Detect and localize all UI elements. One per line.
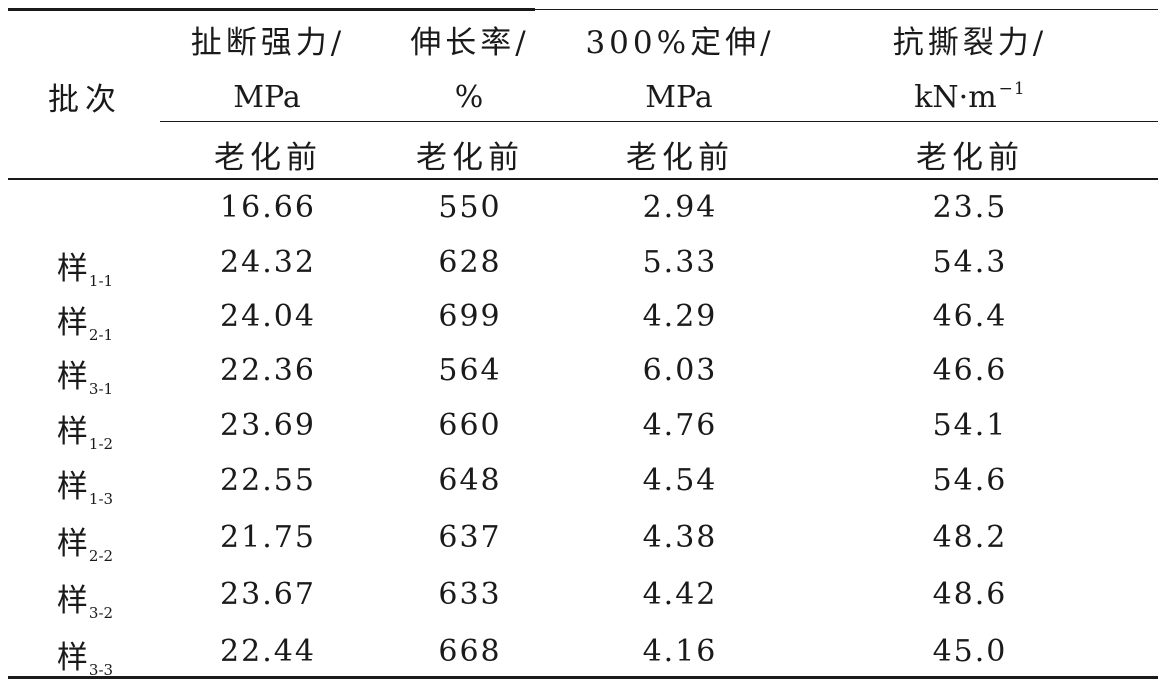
table-cell: 54.3	[932, 245, 1008, 280]
col-unit-tensile: MPa	[233, 80, 301, 115]
table-cell: 550	[438, 190, 502, 225]
table-cell: 23.69	[220, 408, 316, 443]
table-cell: 4.29	[642, 299, 718, 334]
table-cell: 46.4	[932, 299, 1008, 334]
table-cell: 48.6	[932, 577, 1008, 612]
batch-label: 样2-2	[56, 526, 114, 565]
batch-label: 样3-3	[56, 640, 114, 679]
table-cell: 45.0	[932, 634, 1008, 669]
table-cell: 4.54	[642, 463, 718, 498]
batch-header: 批次	[48, 82, 122, 118]
table-cell: 5.33	[642, 245, 718, 280]
header-sub-rule	[160, 121, 1158, 122]
col-unit-elongation: %	[454, 80, 484, 115]
table-cell: 628	[438, 245, 502, 280]
table-cell: 2.94	[642, 190, 718, 225]
table-cell: 4.76	[642, 408, 718, 443]
batch-label: 样1-1	[56, 251, 114, 290]
table-cell: 54.1	[932, 408, 1008, 443]
batch-label: 样2-1	[56, 305, 114, 344]
top-rule-thin	[535, 9, 1158, 10]
batch-label: 样3-1	[56, 359, 114, 398]
table-cell: 633	[438, 577, 502, 612]
bottom-rule	[8, 676, 1158, 679]
table-cell: 24.04	[220, 299, 316, 334]
col-header-tear: 抗撕裂力/	[892, 25, 1048, 61]
table-cell: 4.16	[642, 634, 718, 669]
table-cell: 48.2	[932, 520, 1008, 555]
batch-label: 样1-3	[56, 469, 114, 508]
batch-label: 样3-2	[56, 583, 114, 622]
table-cell: 648	[438, 463, 502, 498]
table-cell: 564	[438, 353, 502, 388]
table-cell: 699	[438, 299, 502, 334]
table-cell: 24.32	[220, 245, 316, 280]
table-cell: 16.66	[220, 190, 316, 225]
table-cell: 4.42	[642, 577, 718, 612]
table-cell: 23.5	[932, 190, 1008, 225]
batch-label: 样1-2	[56, 414, 114, 453]
col-header-elongation: 伸长率/	[410, 25, 530, 61]
table-cell: 6.03	[642, 353, 718, 388]
col-unit-modulus: MPa	[645, 80, 713, 115]
header-bottom-rule	[8, 178, 1158, 180]
table-cell: 668	[438, 634, 502, 669]
table-cell: 21.75	[220, 520, 316, 555]
col-sub-elongation: 老化前	[416, 140, 524, 176]
col-sub-modulus: 老化前	[626, 140, 734, 176]
table-cell: 22.55	[220, 463, 316, 498]
col-unit-tear: kN·m −1	[914, 79, 1026, 115]
table-cell: 22.36	[220, 353, 316, 388]
col-header-tensile: 扯断强力/	[190, 25, 346, 61]
table-cell: 637	[438, 520, 502, 555]
col-sub-tensile: 老化前	[214, 140, 322, 176]
table-cell: 660	[438, 408, 502, 443]
table-cell: 54.6	[932, 463, 1008, 498]
batch-label	[30, 188, 140, 227]
table-cell: 4.38	[642, 520, 718, 555]
table-cell: 46.6	[932, 353, 1008, 388]
top-rule-thick	[8, 8, 535, 11]
col-sub-tear: 老化前	[916, 140, 1024, 176]
table-cell: 23.67	[220, 577, 316, 612]
col-header-modulus: 300%定伸/	[585, 25, 775, 61]
table-cell: 22.44	[220, 634, 316, 669]
